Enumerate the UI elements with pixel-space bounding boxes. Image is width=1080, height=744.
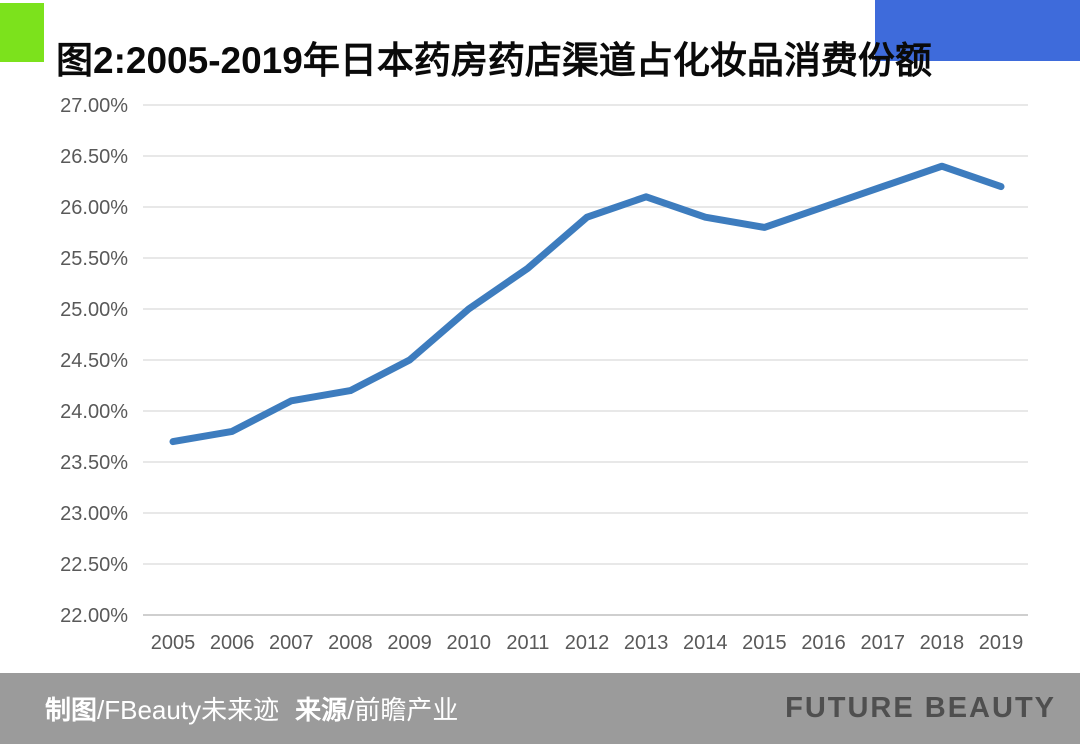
x-tick-label: 2010	[446, 632, 491, 654]
y-tick-label: 24.50%	[60, 350, 128, 372]
x-tick-label: 2006	[210, 632, 255, 654]
y-tick-label: 25.00%	[60, 299, 128, 321]
footer-bar: 制图/FBeauty未来迹 来源/前瞻产业 FUTURE BEAUTY	[0, 673, 1080, 744]
y-tick-label: 23.00%	[60, 503, 128, 525]
x-tick-label: 2008	[328, 632, 373, 654]
blue-accent-block	[875, 0, 1080, 61]
brand-logotype: FUTURE BEAUTY	[785, 692, 1056, 724]
y-tick-label: 26.50%	[60, 146, 128, 168]
y-tick-label: 22.50%	[60, 554, 128, 576]
x-tick-label: 2014	[683, 632, 728, 654]
x-tick-label: 2005	[151, 632, 196, 654]
y-tick-label: 27.00%	[60, 95, 128, 117]
x-tick-label: 2017	[860, 632, 905, 654]
data-line-share	[169, 162, 1005, 446]
x-tick-label: 2016	[801, 632, 846, 654]
x-tick-label: 2009	[387, 632, 432, 654]
x-tick-label: 2007	[269, 632, 314, 654]
y-tick-label: 26.00%	[60, 197, 128, 219]
green-accent-block	[0, 3, 44, 62]
line-chart: 27.00% 26.50% 26.00% 25.50% 25.00% 24.50% 24.0…	[60, 95, 1028, 654]
x-tick-label: 2018	[920, 632, 965, 654]
y-tick-label: 24.00%	[60, 401, 128, 423]
y-tick-label: 23.50%	[60, 452, 128, 474]
source-value: /前瞻产业	[347, 695, 459, 725]
x-tick-label: 2012	[565, 632, 610, 654]
maker-value: /FBeauty未来迹	[97, 695, 280, 725]
x-tick-label: 2015	[742, 632, 787, 654]
y-tick-label: 22.00%	[60, 605, 128, 627]
x-tick-label: 2019	[979, 632, 1024, 654]
x-tick-label: 2011	[506, 632, 549, 654]
y-tick-label: 25.50%	[60, 248, 128, 270]
x-tick-label: 2013	[624, 632, 669, 654]
credit-line: 制图/FBeauty未来迹 来源/前瞻产业	[45, 690, 458, 727]
maker-label: 制图	[45, 695, 98, 725]
chart-title: 图2:2005-2019年日本药房药店渠道占化妆品消费份额	[56, 39, 932, 81]
source-label: 来源	[295, 695, 348, 725]
